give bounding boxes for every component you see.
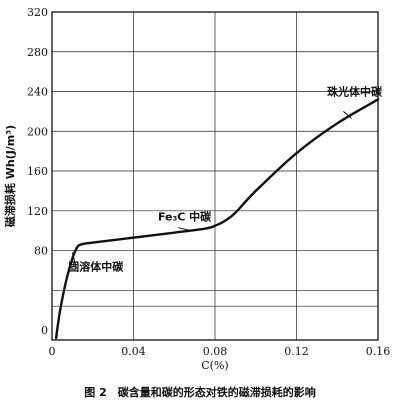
y-tick-label: 280 bbox=[27, 46, 48, 59]
x-axis-label: C(%) bbox=[201, 359, 228, 372]
annotation-leader bbox=[343, 111, 352, 119]
x-tick-label: 0.16 bbox=[366, 345, 391, 358]
y-tick-label: 120 bbox=[27, 205, 48, 218]
annotation-label: 珠光体中碳 bbox=[327, 84, 383, 98]
y-tick-label: 0 bbox=[41, 324, 48, 337]
x-tick-label: 0.12 bbox=[284, 345, 309, 358]
annotations: 固溶体中碳 Fe₃C 中碳 珠光体中碳 bbox=[68, 84, 383, 273]
annotation-leader bbox=[178, 227, 191, 232]
x-axis: 0 0.04 0.08 0.12 0.16 bbox=[49, 345, 391, 358]
grid bbox=[52, 12, 378, 340]
y-axis-label: 磁滞损耗 Wh(J/m³) bbox=[3, 125, 17, 227]
x-tick-label: 0.04 bbox=[121, 345, 146, 358]
y-tick-label: 240 bbox=[27, 86, 48, 99]
y-axis: 0 80 120 160 200 240 280 320 bbox=[27, 6, 48, 337]
y-tick-label: 80 bbox=[34, 245, 48, 258]
chart: 0 0.04 0.08 0.12 0.16 080120160200240280320 … bbox=[3, 6, 391, 372]
y-tick-label: 200 bbox=[27, 125, 48, 138]
annotation-label: Fe₃C 中碳 bbox=[158, 210, 212, 224]
y-tick-label: 160 bbox=[27, 165, 48, 178]
figure-caption: 图 2 碳含量和碳的形态对铁的磁滞损耗的影响 bbox=[84, 386, 316, 399]
x-tick-label: 0 bbox=[49, 345, 56, 358]
series-line bbox=[54, 98, 380, 340]
x-tick-label: 0.08 bbox=[203, 345, 228, 358]
y-tick-label: 320 bbox=[27, 6, 48, 19]
annotation-label: 固溶体中碳 bbox=[68, 259, 124, 273]
annotation-leader bbox=[71, 252, 77, 269]
